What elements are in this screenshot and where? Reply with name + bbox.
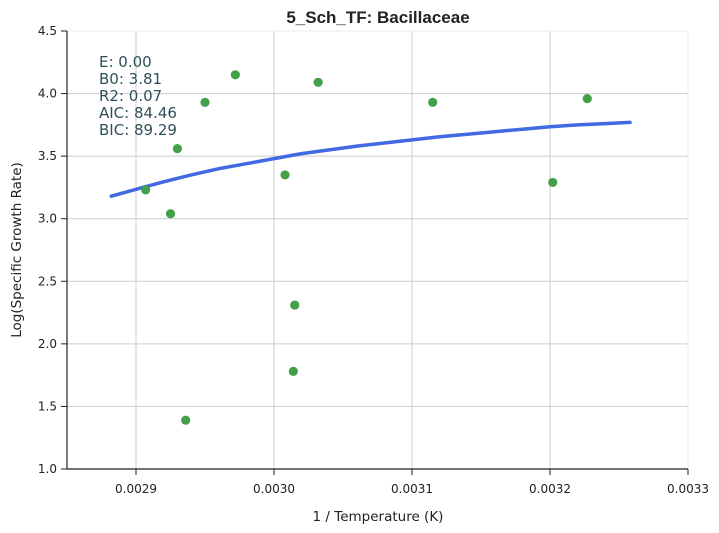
chart-title: 5_Sch_TF: Bacillaceae <box>286 8 469 27</box>
x-tick-label: 0.0033 <box>667 482 709 496</box>
grid <box>67 30 689 469</box>
x-tick-label: 0.0030 <box>253 482 295 496</box>
x-axis-label: 1 / Temperature (K) <box>313 509 444 525</box>
x-tick-labels: 0.0029 0.0030 0.0031 0.0032 0.0033 <box>115 482 709 496</box>
x-tick-label: 0.0029 <box>115 482 157 496</box>
data-point <box>548 177 558 188</box>
data-point <box>288 366 298 376</box>
data-point <box>280 170 290 180</box>
y-tick-label: 2.5 <box>38 274 57 288</box>
y-tick-label: 3.0 <box>38 212 57 226</box>
data-point <box>165 209 176 219</box>
y-tick-label: 1.5 <box>38 399 57 413</box>
y-tick-label: 4.5 <box>38 24 57 38</box>
data-point <box>172 144 182 154</box>
data-points <box>141 70 592 425</box>
data-point <box>181 415 191 425</box>
y-tick-label: 1.0 <box>38 462 57 476</box>
fit-statistics: E: 0.00 B0: 3.81 R2: 0.07 AIC: 84.46 BIC… <box>99 53 177 139</box>
axes <box>61 30 689 475</box>
data-point <box>141 185 151 195</box>
y-axis-label: Log(Specific Growth Rate) <box>9 162 25 338</box>
fit-curve <box>109 120 632 198</box>
data-point <box>582 93 592 104</box>
y-tick-label: 3.5 <box>38 149 57 163</box>
y-tick-label: 4.0 <box>38 87 57 101</box>
data-point <box>290 300 300 310</box>
stat-aic: AIC: 84.46 <box>99 104 177 122</box>
y-tick-labels: 1.0 1.5 2.0 2.5 3.0 3.5 4.0 4.5 <box>38 24 57 476</box>
data-point <box>200 97 210 107</box>
stat-r2: R2: 0.07 <box>99 87 162 105</box>
data-point <box>313 77 323 87</box>
data-point <box>428 97 438 107</box>
fit-curve-group <box>109 120 632 198</box>
y-tick-label: 2.0 <box>38 337 57 351</box>
stat-e: E: 0.00 <box>99 53 152 71</box>
stat-b0: B0: 3.81 <box>99 70 162 88</box>
stat-bic: BIC: 89.29 <box>99 121 177 139</box>
x-tick-label: 0.0031 <box>391 482 433 496</box>
data-point <box>230 70 240 80</box>
x-tick-label: 0.0032 <box>529 482 571 496</box>
